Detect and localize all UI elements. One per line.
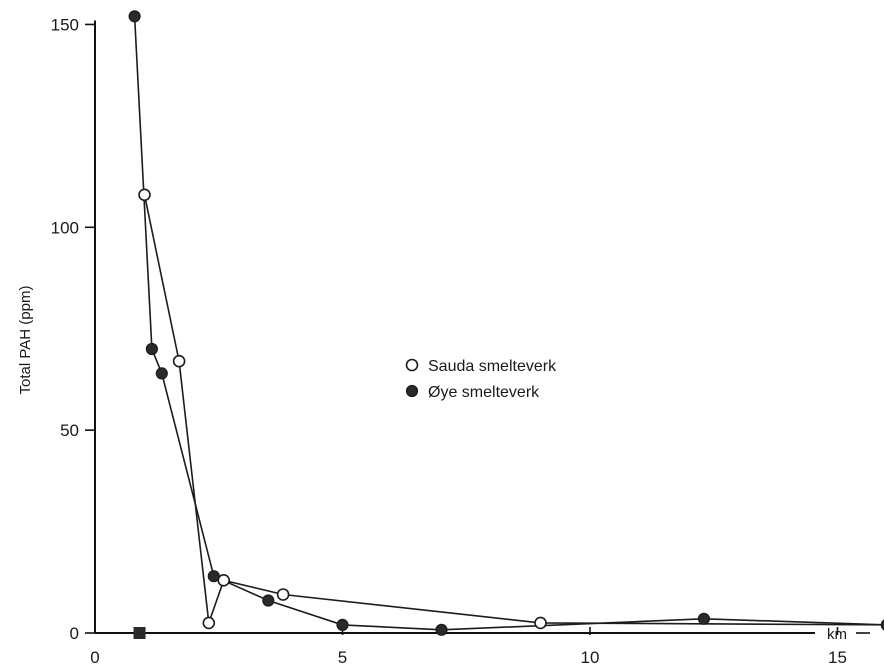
series-1-point-5 <box>336 618 349 632</box>
x-tick-label-2: 10 <box>581 648 600 667</box>
series-1-point-4 <box>262 594 275 607</box>
series-0-point-1 <box>172 354 186 368</box>
series-1-point-7 <box>697 612 711 625</box>
series-1-point-3 <box>207 570 220 583</box>
series-layer <box>128 10 884 639</box>
y-tick-label-3: 150 <box>51 15 79 34</box>
series-0-point-5 <box>534 616 547 630</box>
axes <box>94 20 815 634</box>
series-1-point-2 <box>155 367 168 380</box>
x-tick-label-1: 5 <box>338 648 347 667</box>
series-0-point-0 <box>138 188 151 202</box>
legend-label-oye: Øye smelteverk <box>428 384 540 401</box>
x-tick-label-0: 0 <box>90 648 99 667</box>
y-ticks: 0 50 100 150 <box>51 15 95 643</box>
series-1-point-1 <box>145 342 158 356</box>
y-tick-label-1: 50 <box>60 421 79 440</box>
series-line-1 <box>133 16 884 631</box>
series-0-point-4 <box>276 588 290 601</box>
y-tick-label-0: 0 <box>70 624 79 643</box>
series-0-point-2 <box>202 616 216 630</box>
legend-label-sauda: Sauda smelteverk <box>428 358 557 375</box>
legend-marker-sauda <box>405 358 419 372</box>
series-1-point-8 <box>880 619 884 631</box>
legend: Sauda smelteverk Øye smelteverk <box>405 358 557 401</box>
x-axis-unit-label: km <box>827 626 847 643</box>
x-tick-label-3: 15 <box>828 648 847 667</box>
series-line-0 <box>143 194 884 626</box>
baseline-square-marker <box>133 627 146 639</box>
y-tick-label-2: 100 <box>51 218 79 237</box>
x-ticks: 0 5 10 15 <box>90 627 847 667</box>
series-1-point-6 <box>435 623 448 636</box>
y-axis-title: Total PAH (ppm) <box>17 286 34 395</box>
series-1-point-0 <box>128 10 141 23</box>
legend-marker-oye <box>405 384 419 398</box>
